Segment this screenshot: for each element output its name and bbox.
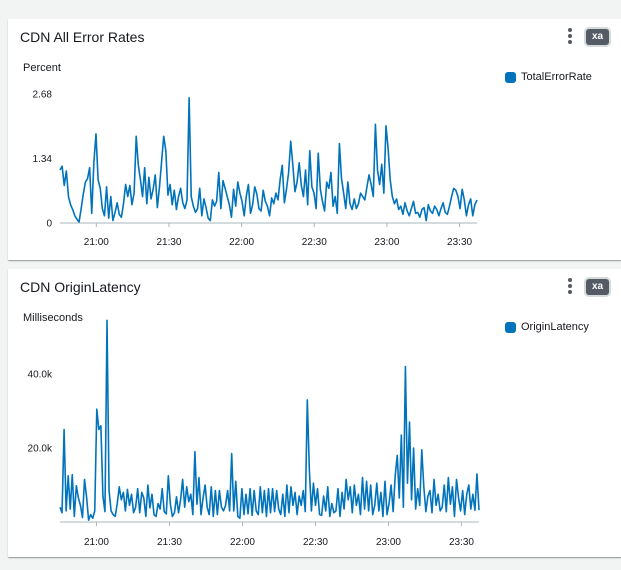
y-tick-label: 20.0k: [28, 444, 53, 455]
x-tick-label: 22:00: [229, 237, 254, 248]
legend-item-origin-latency[interactable]: OriginLatency: [505, 321, 589, 333]
x-tick-label: 21:30: [156, 237, 181, 248]
series-line-OriginLatency[interactable]: [59, 319, 480, 521]
x-tick-label: 21:00: [84, 537, 109, 548]
x-tick-label: 21:30: [157, 537, 182, 548]
y-tick-label: 1.34: [33, 154, 53, 165]
x-tick-label: 23:30: [449, 537, 474, 548]
widget-title: CDN All Error Rates: [20, 29, 145, 45]
y-tick-label: 0: [46, 219, 52, 230]
error-rates-widget: CDN All Error Rates xa Percent TotalErro…: [8, 19, 621, 260]
widget-menu-icon[interactable]: [565, 28, 575, 44]
x-tick-label: 21:00: [84, 237, 109, 248]
widget-menu-icon[interactable]: [565, 278, 575, 294]
x-tick-label: 22:00: [230, 537, 255, 548]
y-tick-label: 40.0k: [28, 370, 53, 381]
legend-swatch: [505, 321, 516, 333]
origin-latency-widget: CDN OriginLatency xa Milliseconds Origin…: [8, 269, 621, 557]
y-axis-unit-label: Percent: [23, 62, 61, 74]
legend-item-total-error-rate[interactable]: TotalErrorRate: [505, 71, 592, 83]
y-axis-unit-label: Milliseconds: [23, 312, 83, 324]
x-tick-label: 23:00: [376, 537, 401, 548]
widget-title: CDN OriginLatency: [20, 279, 141, 295]
error-rate-line-chart[interactable]: 0 1.34 2.68 21:00 21:30 22:00 22:30 23:00 23:30: [8, 19, 621, 260]
x-tick-label: 23:00: [374, 237, 399, 248]
account-badge: xa: [586, 29, 610, 45]
series-line-TotalErrorRate[interactable]: [59, 97, 478, 223]
legend-label: TotalErrorRate: [521, 71, 592, 83]
legend-swatch: [505, 71, 516, 83]
account-badge: xa: [586, 279, 610, 295]
origin-latency-line-chart[interactable]: 20.0k 40.0k 21:00 21:30 22:00 22:30 23:00 23:30: [8, 269, 621, 557]
legend-label: OriginLatency: [521, 321, 589, 333]
x-tick-label: 22:30: [302, 237, 327, 248]
x-tick-label: 23:30: [447, 237, 472, 248]
y-tick-label: 2.68: [33, 90, 53, 101]
x-tick-label: 22:30: [303, 537, 328, 548]
